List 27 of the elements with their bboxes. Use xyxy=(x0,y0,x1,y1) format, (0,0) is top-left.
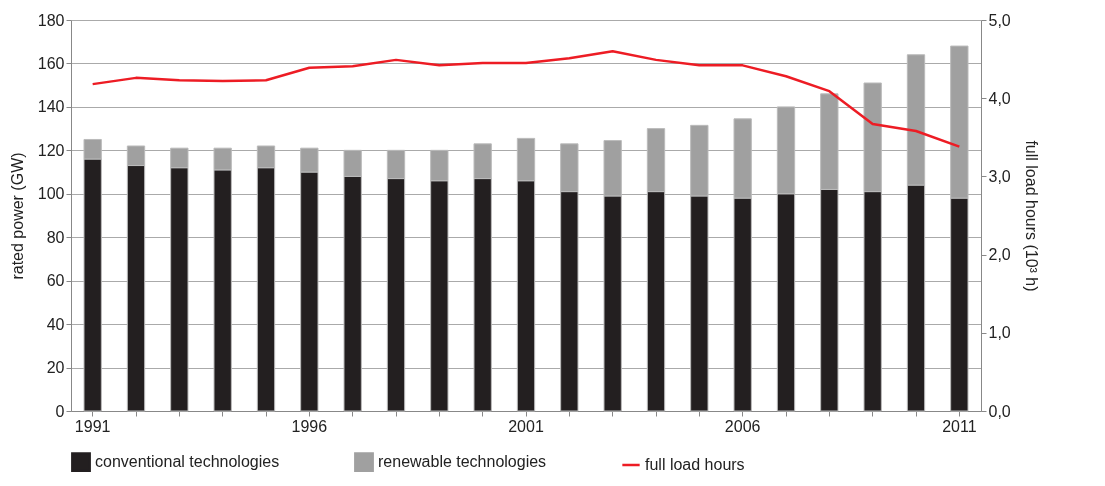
y2-tick-label: 2,0 xyxy=(988,246,1011,264)
y2-tick-label: 5,0 xyxy=(988,11,1011,29)
legend-label: full load hours xyxy=(645,456,745,473)
y-tick-label: 160 xyxy=(37,54,65,72)
y2-tick-label: 3,0 xyxy=(988,167,1011,185)
x-tick-label: 2001 xyxy=(508,417,544,435)
y-tick-label: 0 xyxy=(55,402,65,420)
y-tick-label: 100 xyxy=(37,185,65,203)
y-tick-label: 120 xyxy=(37,141,65,159)
x-tick-label: 1996 xyxy=(291,417,328,435)
x-tick-label: 2011 xyxy=(942,417,977,435)
x-tick-label: 2006 xyxy=(724,417,761,435)
y2-tick-label: 4,0 xyxy=(988,89,1011,107)
y2-tick-label: 1,0 xyxy=(988,324,1011,342)
y2-tick-label: 0,0 xyxy=(988,402,1011,420)
y-axis-title: rated power (GW) xyxy=(8,152,26,280)
y-tick-label: 180 xyxy=(37,11,65,29)
y-tick-label: 80 xyxy=(46,228,65,246)
legend-label: conventional technologies xyxy=(95,453,280,471)
x-tick-label: 1991 xyxy=(74,417,111,435)
legend-label: renewable technologies xyxy=(378,453,547,471)
y-tick-label: 40 xyxy=(46,315,65,333)
y-tick-label: 60 xyxy=(46,272,65,290)
y-tick-label: 140 xyxy=(37,98,65,116)
line-series xyxy=(91,50,961,148)
y-tick-label: 20 xyxy=(46,359,65,377)
y2-axis-title: full load hours (10³ h) xyxy=(1022,140,1040,292)
